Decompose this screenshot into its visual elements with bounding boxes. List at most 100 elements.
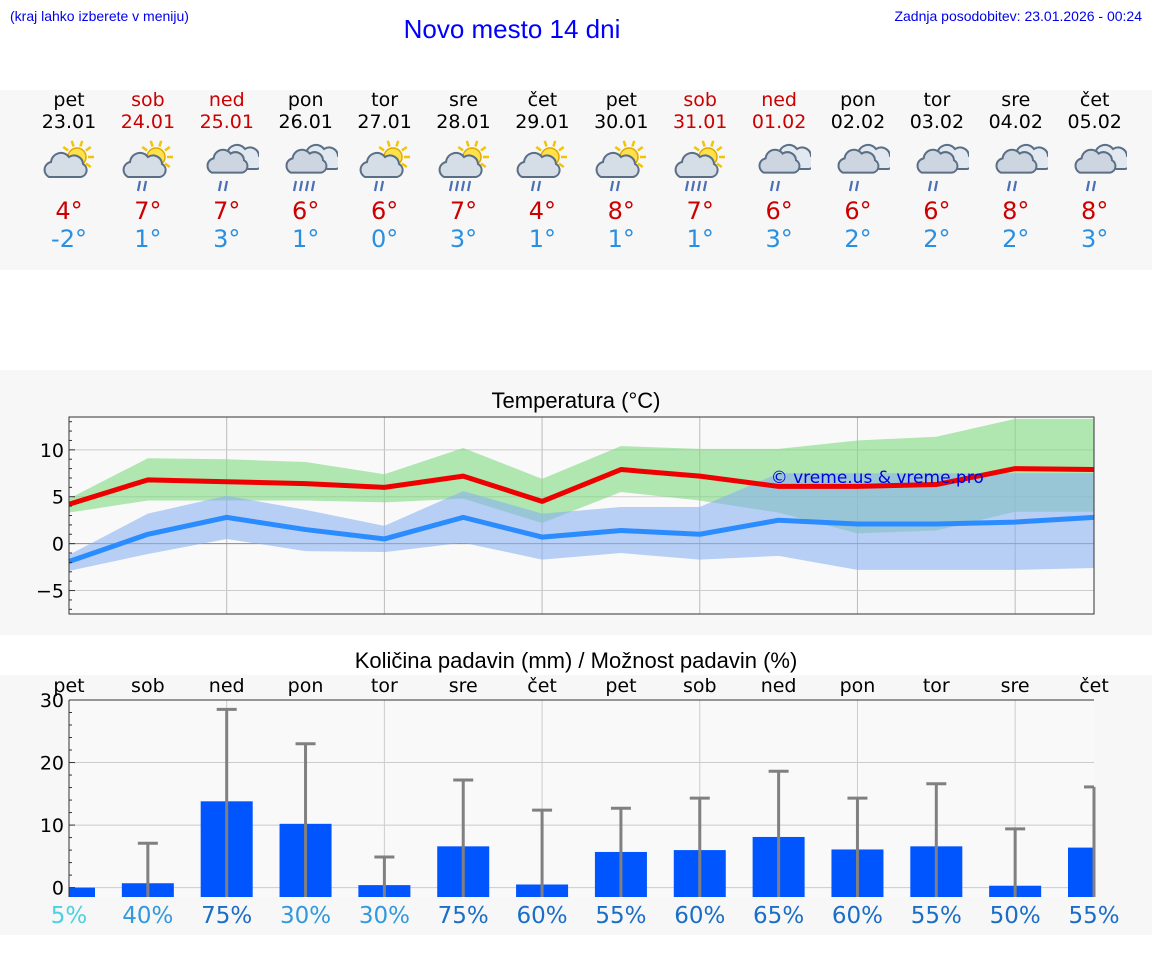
watermark: © vreme.us & vreme.pro <box>771 468 984 488</box>
precip-day-label: sre <box>1000 675 1030 697</box>
day-date: 01.02 <box>751 111 807 133</box>
day-date: 05.02 <box>1067 111 1122 133</box>
temp-min: 0° <box>370 225 399 253</box>
day-name: čet <box>527 89 558 111</box>
cloud-heavy-rain-icon <box>285 143 338 192</box>
temp-min: 3° <box>765 225 793 253</box>
day-column: sob 24.01 <box>113 89 183 133</box>
sun-cloud-heavy-rain-icon <box>438 140 489 192</box>
day-column: ned 25.01 <box>192 89 262 133</box>
day-name: pon <box>287 89 324 111</box>
day-name: tor <box>371 89 399 111</box>
day-name: sre <box>1001 89 1031 111</box>
precip-day-label: pet <box>53 675 85 697</box>
precip-day-label: čet <box>1079 675 1109 697</box>
temp-min: 3° <box>213 225 241 253</box>
day-date: 29.01 <box>515 111 570 133</box>
location-hint: (kraj lahko izberete v meniju) <box>10 8 189 24</box>
day-date: 27.01 <box>357 111 412 133</box>
cloud-rain-icon <box>837 143 890 192</box>
sun-cloud-icon <box>43 140 94 178</box>
precip-probability: 75% <box>437 903 489 929</box>
day-column: pon 02.02 <box>823 89 893 133</box>
precip-day-label: sob <box>131 675 165 697</box>
day-name: sob <box>683 89 717 111</box>
cloud-rain-icon <box>995 143 1048 192</box>
day-name: pon <box>840 89 876 111</box>
precip-day-label: sob <box>682 675 717 697</box>
temp-max: 6° <box>765 197 793 225</box>
day-column: sre 04.02 <box>981 89 1051 133</box>
temp-min: 1° <box>292 225 320 253</box>
temp-min: 2° <box>844 225 872 253</box>
temp-max: 6° <box>370 197 399 225</box>
temp-min: 3° <box>1081 225 1109 253</box>
day-column: sob 31.01 <box>665 89 735 133</box>
precip-probability: 50% <box>989 903 1041 929</box>
precip-probability: 60% <box>831 903 884 929</box>
day-name: sob <box>131 89 165 111</box>
temp-max: 7° <box>686 197 714 225</box>
temp-min: 2° <box>1002 225 1030 253</box>
precip-probability: 65% <box>753 903 805 929</box>
day-name: sre <box>449 89 478 111</box>
temp-ytick-label: 0 <box>52 534 64 556</box>
sun-cloud-rain-icon <box>516 140 568 192</box>
precip-day-label: ned <box>760 675 797 697</box>
day-date: 25.01 <box>199 111 254 133</box>
temp-max: 7° <box>134 197 162 225</box>
sun-cloud-rain-icon <box>122 140 173 192</box>
day-column: čet 05.02 <box>1060 89 1130 133</box>
day-date: 03.02 <box>909 111 965 133</box>
temp-max: 8° <box>1002 197 1030 225</box>
sun-cloud-heavy-rain-icon <box>674 140 726 192</box>
day-column: ned 01.02 <box>744 89 814 133</box>
temp-min: 1° <box>686 225 714 253</box>
last-updated: Zadnja posodobitev: 23.01.2026 - 00:24 <box>894 8 1142 24</box>
day-name: ned <box>208 89 245 111</box>
cloud-rain-icon <box>758 143 812 192</box>
precip-probability: 55% <box>595 903 647 929</box>
day-column: pon 26.01 <box>271 89 341 133</box>
precip-ytick-label: 0 <box>52 878 64 900</box>
temp-max: 4° <box>528 197 557 225</box>
temp-ytick-label: −5 <box>36 581 64 603</box>
precip-probability: 60% <box>674 903 726 929</box>
forecast-strip <box>0 90 1152 270</box>
precip-probability: 5% <box>50 903 88 929</box>
day-column: čet 29.01 <box>507 89 577 133</box>
sun-cloud-rain-icon <box>595 140 647 192</box>
temp-max: 4° <box>55 197 83 225</box>
page-title: Novo mesto 14 dni <box>403 14 621 44</box>
temp-max: 8° <box>1081 197 1109 225</box>
day-column: pet 23.01 <box>34 89 104 133</box>
precip-probability: 30% <box>358 903 410 929</box>
temp-ytick-label: 10 <box>40 440 64 462</box>
temp-max: 7° <box>449 197 478 225</box>
day-column: tor 27.01 <box>350 89 420 133</box>
day-date: 04.02 <box>988 111 1043 133</box>
day-date: 02.02 <box>830 111 886 133</box>
precip-day-label: sre <box>448 675 478 697</box>
temp-min-line <box>68 514 1095 564</box>
precip-ytick-label: 30 <box>40 690 64 712</box>
temp-min: 3° <box>449 225 478 253</box>
temp-min: 1° <box>134 225 162 253</box>
temp-max: 6° <box>292 197 320 225</box>
temp-min: 1° <box>607 225 635 253</box>
day-date: 23.01 <box>41 111 97 133</box>
day-name: pet <box>605 89 637 111</box>
day-date: 31.01 <box>672 111 728 133</box>
precip-day-label: ned <box>208 675 245 697</box>
temperature-chart-title: Temperatura (°C) <box>491 388 661 413</box>
day-date: 24.01 <box>120 111 176 133</box>
temp-min: -2° <box>51 225 87 253</box>
precip-probability: 55% <box>1068 903 1120 929</box>
cloud-rain-icon <box>916 143 969 192</box>
precip-day-label: pon <box>287 675 324 697</box>
temp-max: 8° <box>607 197 635 225</box>
temp-max: 7° <box>213 197 241 225</box>
precip-probability: 55% <box>910 903 962 929</box>
